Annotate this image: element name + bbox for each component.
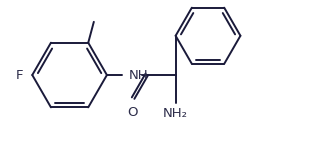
Text: F: F [16, 69, 23, 82]
Text: NH: NH [128, 69, 148, 82]
Text: O: O [127, 106, 138, 119]
Text: NH₂: NH₂ [163, 107, 188, 120]
